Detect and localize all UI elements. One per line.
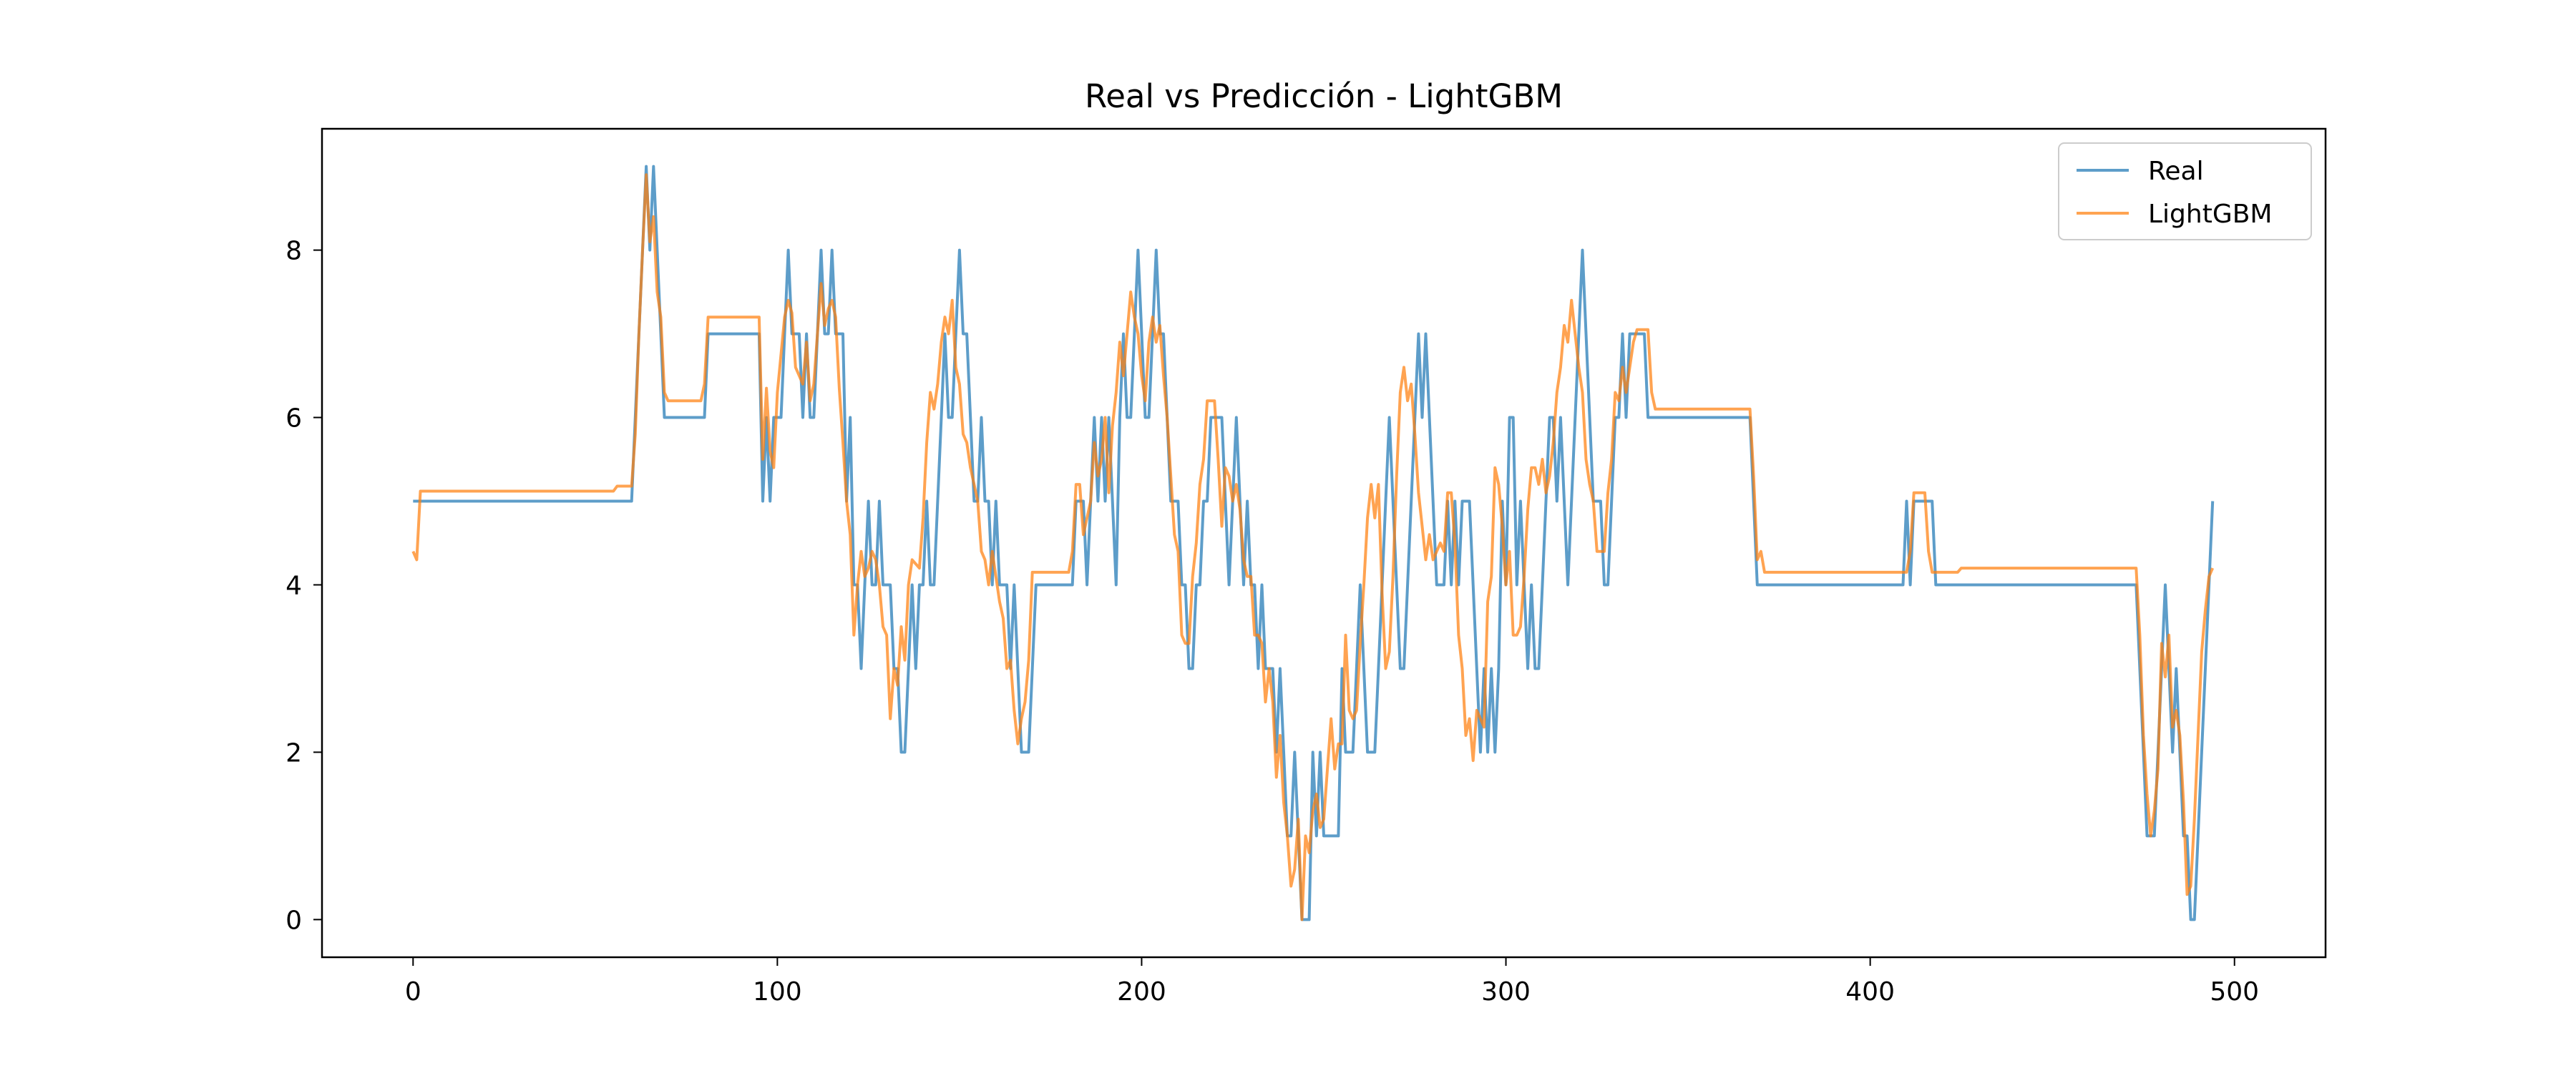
legend: Real LightGBM — [2058, 142, 2312, 240]
legend-box — [2058, 142, 2312, 240]
plot-area — [321, 127, 2327, 959]
series-layer — [411, 165, 2215, 921]
y-tick-label: 8 — [286, 237, 302, 266]
x-tick-label: 300 — [1481, 977, 1531, 1007]
x-tick-label: 400 — [1845, 977, 1895, 1007]
series-line-lightgbm — [411, 173, 2215, 921]
x-axis: 0 100 200 300 400 500 — [405, 957, 2259, 1007]
y-axis: 0 2 4 6 8 — [286, 237, 322, 935]
chart-title: Real vs Predicción - LightGBM — [1085, 77, 1563, 115]
legend-label: Real — [2148, 157, 2204, 186]
y-tick-label: 0 — [286, 906, 302, 935]
y-tick-label: 4 — [286, 571, 302, 600]
x-tick-label: 500 — [2210, 977, 2259, 1007]
y-tick-label: 2 — [286, 738, 302, 768]
x-tick-label: 200 — [1117, 977, 1166, 1007]
y-tick-label: 6 — [286, 404, 302, 434]
x-tick-label: 0 — [405, 977, 421, 1007]
legend-label: LightGBM — [2148, 200, 2273, 229]
plot-frame — [321, 127, 2327, 959]
x-tick-label: 100 — [753, 977, 802, 1007]
